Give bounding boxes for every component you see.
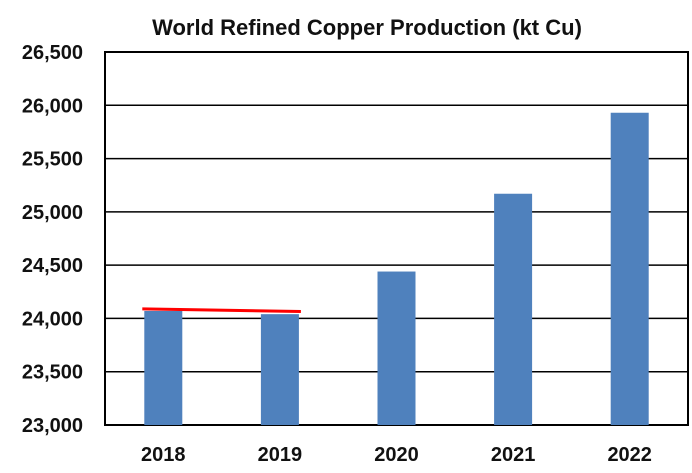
y-tick-label: 24,000 — [22, 308, 83, 330]
bar-2021 — [494, 193, 533, 425]
x-tick-label: 2021 — [491, 444, 536, 466]
y-tick-label: 25,500 — [22, 149, 83, 171]
y-tick-label: 23,000 — [22, 415, 83, 437]
y-tick-label: 26,500 — [22, 42, 83, 64]
y-tick-label: 23,500 — [22, 362, 83, 384]
bar-2018 — [144, 310, 183, 425]
x-tick-label: 2020 — [374, 444, 419, 466]
y-axis-tick-labels: 23,000 23,500 24,000 24,500 25,000 25,500 26,0… — [22, 42, 83, 437]
x-tick-label: 2018 — [141, 444, 186, 466]
y-tick-label: 26,000 — [22, 95, 83, 117]
bars — [144, 112, 649, 425]
x-tick-label: 2022 — [607, 444, 652, 466]
chart-title: World Refined Copper Production (kt Cu) — [152, 15, 582, 40]
bar-2022 — [610, 112, 649, 425]
annotation-line — [142, 307, 301, 314]
y-tick-label: 24,500 — [22, 255, 83, 277]
annotations — [142, 307, 301, 314]
bar-2019 — [260, 314, 299, 425]
y-tick-label: 25,000 — [22, 202, 83, 224]
gridlines — [105, 104, 688, 373]
x-tick-label: 2019 — [258, 444, 303, 466]
x-axis-tick-labels: 2018 2019 2020 2021 2022 — [141, 444, 652, 466]
bar-2020 — [377, 271, 416, 425]
